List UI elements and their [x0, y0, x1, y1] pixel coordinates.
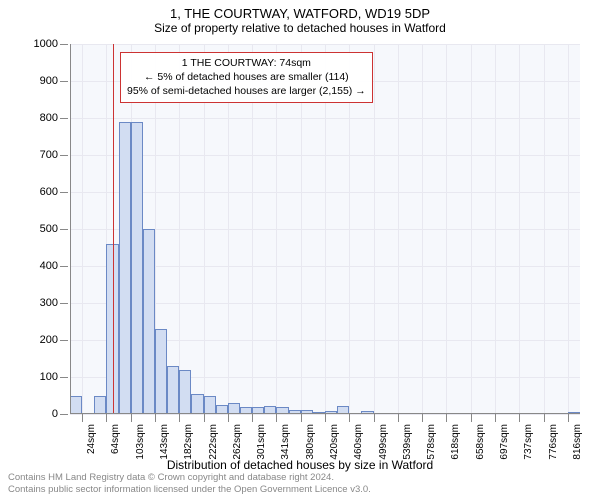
- annotation-line-3: 95% of semi-detached houses are larger (…: [127, 85, 366, 97]
- x-tick: [495, 414, 496, 422]
- x-tick: [398, 414, 399, 422]
- x-axis: [70, 413, 580, 414]
- x-tick-label: 737sqm: [523, 424, 534, 460]
- x-tick: [131, 414, 132, 422]
- y-tick-label: 800: [40, 112, 58, 124]
- x-tick: [228, 414, 229, 422]
- y-axis: [70, 44, 71, 414]
- histogram-bar: [179, 370, 191, 414]
- y-tick: [60, 118, 68, 119]
- y-tick-label: 700: [40, 149, 58, 161]
- x-tick: [349, 414, 350, 422]
- x-tick-label: 182sqm: [183, 424, 194, 460]
- marker-line: [113, 44, 115, 414]
- footer-line-2: Contains public sector information licen…: [8, 484, 371, 495]
- x-tick-label: 222sqm: [208, 424, 219, 460]
- histogram-chart: 0100200300400500600700800900100024sqm64s…: [70, 44, 580, 414]
- x-tick-label: 776sqm: [548, 424, 559, 460]
- x-tick-label: 658sqm: [475, 424, 486, 460]
- gridline-v: [544, 44, 545, 414]
- y-tick: [60, 155, 68, 156]
- gridline-v: [422, 44, 423, 414]
- x-tick: [276, 414, 277, 422]
- histogram-bar: [131, 122, 143, 414]
- footer-line-1: Contains HM Land Registry data © Crown c…: [8, 472, 334, 483]
- gridline-v: [519, 44, 520, 414]
- x-tick-label: 460sqm: [353, 424, 364, 460]
- gridline-v: [471, 44, 472, 414]
- x-tick: [471, 414, 472, 422]
- histogram-bar: [167, 366, 179, 414]
- x-tick: [446, 414, 447, 422]
- x-tick-label: 618sqm: [450, 424, 461, 460]
- y-tick: [60, 340, 68, 341]
- x-tick-label: 697sqm: [499, 424, 510, 460]
- x-axis-label: Distribution of detached houses by size …: [167, 458, 433, 472]
- histogram-bar: [191, 394, 203, 414]
- x-tick: [422, 414, 423, 422]
- x-tick: [544, 414, 545, 422]
- footer-text: Contains HM Land Registry data © Crown c…: [8, 472, 371, 496]
- x-tick: [325, 414, 326, 422]
- x-tick-label: 24sqm: [86, 424, 97, 454]
- x-tick-label: 816sqm: [572, 424, 583, 460]
- gridline-v: [82, 44, 83, 414]
- page-title: 1, THE COURTWAY, WATFORD, WD19 5DP: [0, 0, 600, 21]
- x-tick: [155, 414, 156, 422]
- x-tick: [519, 414, 520, 422]
- histogram-bar: [119, 122, 131, 414]
- histogram-bar: [94, 396, 106, 415]
- x-tick-label: 499sqm: [378, 424, 389, 460]
- x-tick: [252, 414, 253, 422]
- x-tick-label: 64sqm: [110, 424, 121, 454]
- y-tick-label: 100: [40, 371, 58, 383]
- x-tick: [82, 414, 83, 422]
- x-tick: [204, 414, 205, 422]
- x-tick-label: 380sqm: [305, 424, 316, 460]
- x-tick-label: 262sqm: [232, 424, 243, 460]
- x-tick-label: 143sqm: [159, 424, 170, 460]
- gridline-v: [374, 44, 375, 414]
- y-tick-label: 400: [40, 260, 58, 272]
- y-tick-label: 0: [52, 408, 58, 420]
- x-tick-label: 420sqm: [329, 424, 340, 460]
- gridline-v: [568, 44, 569, 414]
- y-tick-label: 1000: [34, 38, 58, 50]
- y-tick: [60, 229, 68, 230]
- y-tick: [60, 377, 68, 378]
- x-tick-label: 301sqm: [256, 424, 267, 460]
- gridline-v: [446, 44, 447, 414]
- annotation-box: 1 THE COURTWAY: 74sqm ← 5% of detached h…: [120, 52, 373, 103]
- y-tick: [60, 303, 68, 304]
- annotation-line-2: ← 5% of detached houses are smaller (114…: [144, 71, 349, 83]
- histogram-bar: [155, 329, 167, 414]
- x-tick-label: 103sqm: [135, 424, 146, 460]
- annotation-line-1: 1 THE COURTWAY: 74sqm: [182, 57, 311, 69]
- y-tick-label: 300: [40, 297, 58, 309]
- y-tick-label: 500: [40, 223, 58, 235]
- page-subtitle: Size of property relative to detached ho…: [0, 21, 600, 39]
- gridline-v: [398, 44, 399, 414]
- x-tick-label: 539sqm: [402, 424, 413, 460]
- y-tick: [60, 81, 68, 82]
- histogram-bar: [204, 396, 216, 414]
- x-tick: [374, 414, 375, 422]
- x-tick: [301, 414, 302, 422]
- y-tick-label: 900: [40, 75, 58, 87]
- x-tick: [179, 414, 180, 422]
- y-tick: [60, 266, 68, 267]
- y-tick-label: 200: [40, 334, 58, 346]
- histogram-bar: [143, 229, 155, 414]
- gridline-v: [495, 44, 496, 414]
- y-tick: [60, 414, 68, 415]
- x-tick: [106, 414, 107, 422]
- histogram-bar: [70, 396, 82, 414]
- y-tick: [60, 44, 68, 45]
- x-tick: [568, 414, 569, 422]
- y-tick-label: 600: [40, 186, 58, 198]
- x-tick-label: 341sqm: [280, 424, 291, 460]
- x-tick-label: 578sqm: [426, 424, 437, 460]
- y-tick: [60, 192, 68, 193]
